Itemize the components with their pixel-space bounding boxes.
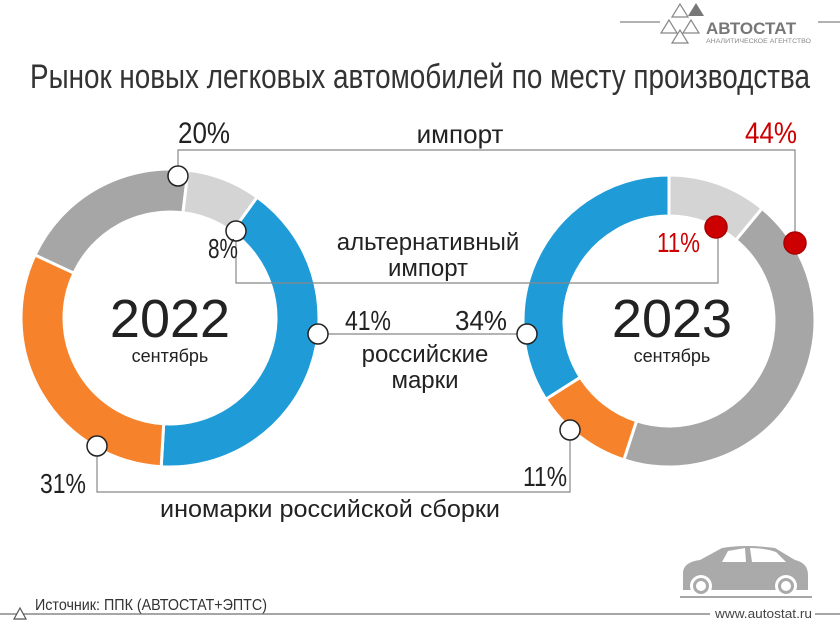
label-2023-russian: 34% — [455, 305, 507, 336]
label-2022-import: 20% — [178, 117, 230, 150]
donut-2022 — [19, 167, 321, 469]
center-sublabel-2023: сентябрь — [634, 346, 711, 366]
marker-2023-russian — [516, 323, 538, 345]
center-label-2022: 2022 — [110, 289, 230, 349]
logo: АВТОСТАТ АНАЛИТИЧЕСКОЕ АГЕНТСТВО — [620, 2, 840, 45]
label-2022-foreign: 31% — [40, 468, 86, 499]
donut-slice-2023-3 — [521, 173, 671, 402]
connector-lines — [96, 149, 796, 493]
page-title: Рынок новых легковых автомобилей по мест… — [30, 58, 810, 96]
label-2022-russian: 41% — [345, 305, 391, 336]
source-note: Источник: ППК (АВТОСТАТ+ЭПТС) — [35, 597, 267, 614]
website-link[interactable]: www.autostat.ru — [714, 606, 812, 621]
marker-2023-alt-import — [704, 215, 728, 239]
donut-slice-2022-0 — [32, 167, 190, 276]
footer: Источник: ППК (АВТОСТАТ+ЭПТС) www.autost… — [0, 597, 840, 621]
logo-icon — [659, 2, 704, 44]
logo-tagline: АНАЛИТИЧЕСКОЕ АГЕНТСТВО — [706, 39, 811, 45]
car-icon — [680, 546, 812, 598]
marker-2022-foreign — [86, 435, 108, 457]
center-sublabel-2022: сентябрь — [132, 346, 209, 366]
logo-name: АВТОСТАТ — [706, 19, 797, 38]
marker-2022-import — [167, 165, 189, 187]
marker-2023-import — [783, 231, 807, 255]
marker-2022-russian — [307, 323, 329, 345]
donut-slice-2023-1 — [621, 206, 817, 469]
label-2023-alt-import: 11% — [657, 227, 700, 258]
category-foreign-assembled: иномарки российской сборки — [160, 496, 500, 523]
label-2023-foreign: 11% — [523, 461, 567, 492]
category-russian-line1: российские — [362, 341, 489, 368]
donut-slice-2022-3 — [19, 253, 166, 469]
label-2023-import: 44% — [745, 117, 797, 150]
markers — [86, 165, 807, 457]
category-alt-import-line1: альтернативный — [337, 229, 520, 256]
category-import: импорт — [417, 119, 504, 149]
category-russian-line2: марки — [391, 367, 458, 394]
marker-2023-foreign — [559, 419, 581, 441]
alt-import-connector — [235, 227, 719, 284]
footer-triangle-icon — [12, 606, 28, 620]
marker-2022-alt-import — [225, 220, 247, 242]
label-2022-alt-import: 8% — [208, 233, 238, 264]
donut-2023 — [521, 173, 817, 469]
center-label-2023: 2023 — [612, 289, 732, 349]
import-connector — [177, 149, 796, 243]
foreign-assembled-connector — [96, 430, 571, 493]
category-alt-import-line2: импорт — [388, 255, 468, 282]
donut-slice-2022-2 — [159, 195, 321, 469]
